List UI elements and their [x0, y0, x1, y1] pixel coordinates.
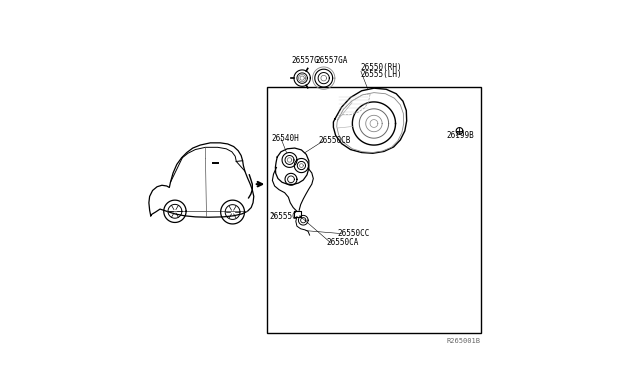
Text: 26550CA: 26550CA	[326, 238, 359, 247]
Text: 26557GA: 26557GA	[315, 56, 348, 65]
Text: 26555C: 26555C	[269, 212, 297, 221]
Text: 26550CB: 26550CB	[318, 136, 351, 145]
Text: 26550(RH): 26550(RH)	[361, 63, 403, 72]
Text: 26540H: 26540H	[271, 134, 300, 143]
Bar	[267, 87, 481, 333]
Text: 26557G: 26557G	[291, 56, 319, 65]
Text: 26550CC: 26550CC	[338, 229, 370, 238]
Text: 26199B: 26199B	[447, 131, 474, 140]
Text: 26555(LH): 26555(LH)	[361, 70, 403, 79]
Text: R265001B: R265001B	[447, 339, 481, 344]
